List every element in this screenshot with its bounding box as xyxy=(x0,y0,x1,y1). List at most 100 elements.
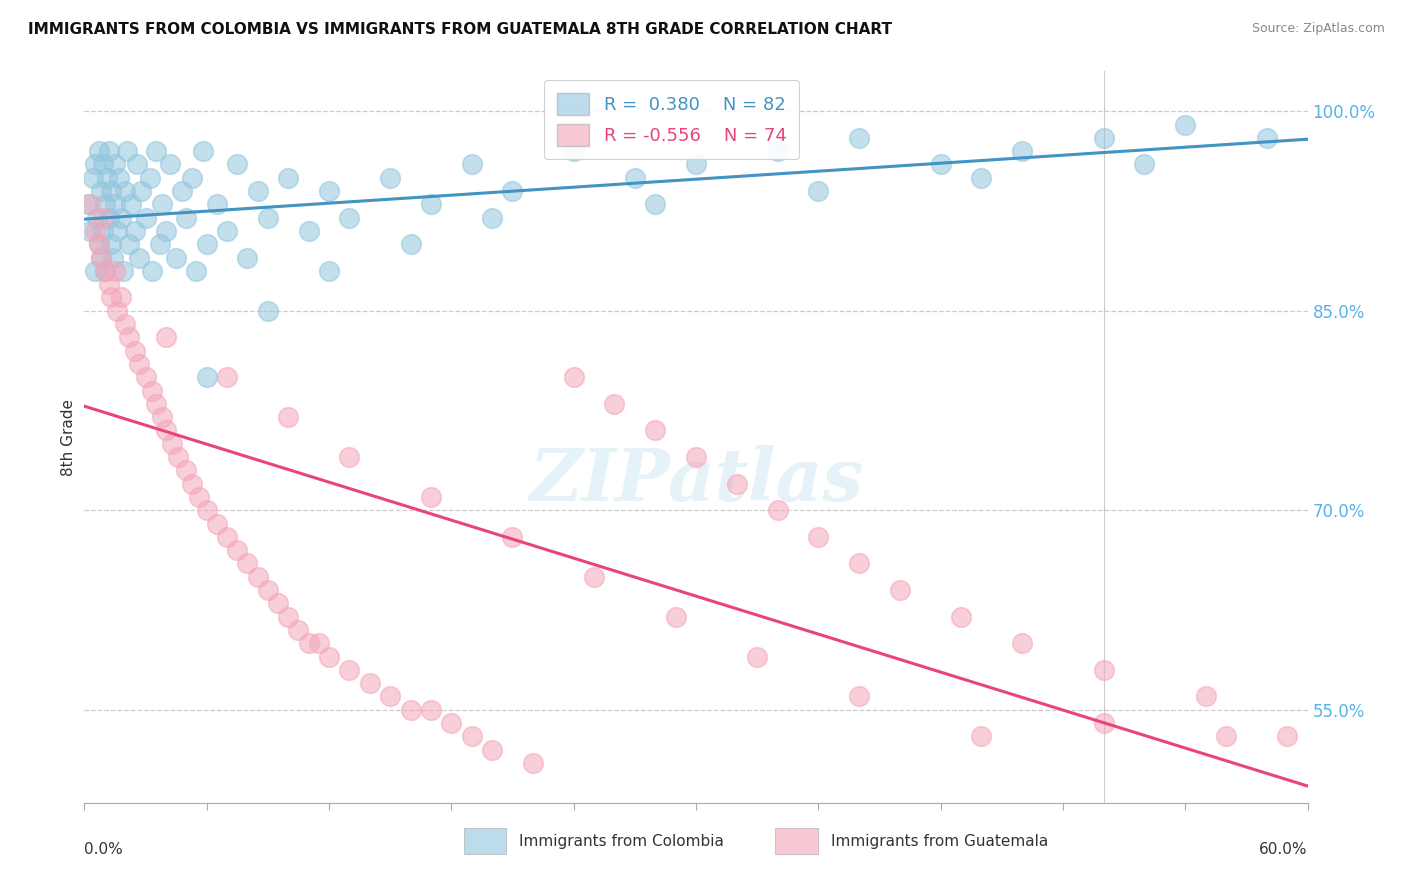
Y-axis label: 8th Grade: 8th Grade xyxy=(60,399,76,475)
Point xyxy=(91,157,114,171)
Point xyxy=(267,596,290,610)
Point xyxy=(174,463,197,477)
Point xyxy=(86,211,108,225)
Point xyxy=(105,303,128,318)
Point xyxy=(1133,157,1156,171)
Point xyxy=(186,264,208,278)
Point xyxy=(380,170,402,185)
Point xyxy=(807,530,830,544)
Point xyxy=(128,251,150,265)
Point xyxy=(165,251,187,265)
Point xyxy=(399,237,422,252)
Point xyxy=(205,197,228,211)
Point xyxy=(502,184,524,198)
Text: IMMIGRANTS FROM COLOMBIA VS IMMIGRANTS FROM GUATEMALA 8TH GRADE CORRELATION CHAR: IMMIGRANTS FROM COLOMBIA VS IMMIGRANTS F… xyxy=(28,22,893,37)
Point xyxy=(141,384,163,398)
Point xyxy=(277,609,299,624)
Point xyxy=(217,530,239,544)
Point xyxy=(1174,118,1197,132)
Point xyxy=(461,157,484,171)
Text: 0.0%: 0.0% xyxy=(84,842,124,856)
Point xyxy=(481,211,503,225)
Point xyxy=(246,570,269,584)
Point xyxy=(236,251,259,265)
Point xyxy=(174,211,197,225)
Point xyxy=(145,144,167,158)
Text: Immigrants from Colombia: Immigrants from Colombia xyxy=(519,834,724,849)
Point xyxy=(217,370,239,384)
Point xyxy=(1256,131,1278,145)
Point xyxy=(420,197,443,211)
Point xyxy=(110,290,132,304)
Point xyxy=(195,237,218,252)
Point xyxy=(87,237,110,252)
Point xyxy=(298,636,321,650)
Point xyxy=(100,184,122,198)
Text: Source: ZipAtlas.com: Source: ZipAtlas.com xyxy=(1251,22,1385,36)
Point xyxy=(100,237,122,252)
Point xyxy=(848,690,870,704)
FancyBboxPatch shape xyxy=(464,829,506,854)
Point xyxy=(149,237,172,252)
Point xyxy=(747,649,769,664)
Point xyxy=(1195,690,1218,704)
Point xyxy=(93,197,115,211)
Point xyxy=(127,157,149,171)
Point xyxy=(725,476,748,491)
Point xyxy=(359,676,381,690)
Point xyxy=(155,330,177,344)
Point xyxy=(91,211,114,225)
Point xyxy=(970,729,993,743)
Point xyxy=(138,170,160,185)
Point xyxy=(172,184,194,198)
Point xyxy=(135,370,157,384)
Point xyxy=(155,424,177,438)
Point xyxy=(96,170,118,185)
Legend: R =  0.380    N = 82, R = -0.556    N = 74: R = 0.380 N = 82, R = -0.556 N = 74 xyxy=(544,80,799,159)
Point xyxy=(77,197,100,211)
Point xyxy=(160,436,183,450)
Point xyxy=(217,224,239,238)
Point xyxy=(522,756,544,770)
Point xyxy=(257,582,280,597)
Text: ZIPatlas: ZIPatlas xyxy=(529,445,863,516)
Point xyxy=(124,343,146,358)
Point xyxy=(420,703,443,717)
Point xyxy=(226,157,249,171)
Point xyxy=(339,211,361,225)
Point xyxy=(115,144,138,158)
Point xyxy=(665,609,688,624)
Point xyxy=(807,184,830,198)
Point xyxy=(87,144,110,158)
Point xyxy=(131,184,153,198)
Point xyxy=(120,197,142,211)
Point xyxy=(339,450,361,464)
Point xyxy=(167,450,190,464)
Point xyxy=(97,277,120,292)
Point xyxy=(114,317,136,331)
Point xyxy=(644,424,666,438)
Point xyxy=(380,690,402,704)
Point xyxy=(226,543,249,558)
Point xyxy=(950,609,973,624)
Point xyxy=(970,170,993,185)
Point xyxy=(141,264,163,278)
Point xyxy=(318,649,340,664)
Point xyxy=(1277,729,1299,743)
Text: 60.0%: 60.0% xyxy=(1260,842,1308,856)
Point xyxy=(318,264,340,278)
Point xyxy=(339,663,361,677)
Point xyxy=(195,503,218,517)
Point xyxy=(481,742,503,756)
Point xyxy=(90,251,112,265)
Point xyxy=(562,370,585,384)
Point xyxy=(155,224,177,238)
Point xyxy=(118,330,141,344)
Point xyxy=(848,557,870,571)
Point xyxy=(562,144,585,158)
Point xyxy=(150,197,173,211)
Point xyxy=(110,211,132,225)
Point xyxy=(135,211,157,225)
Point xyxy=(1092,131,1115,145)
Point xyxy=(603,397,626,411)
